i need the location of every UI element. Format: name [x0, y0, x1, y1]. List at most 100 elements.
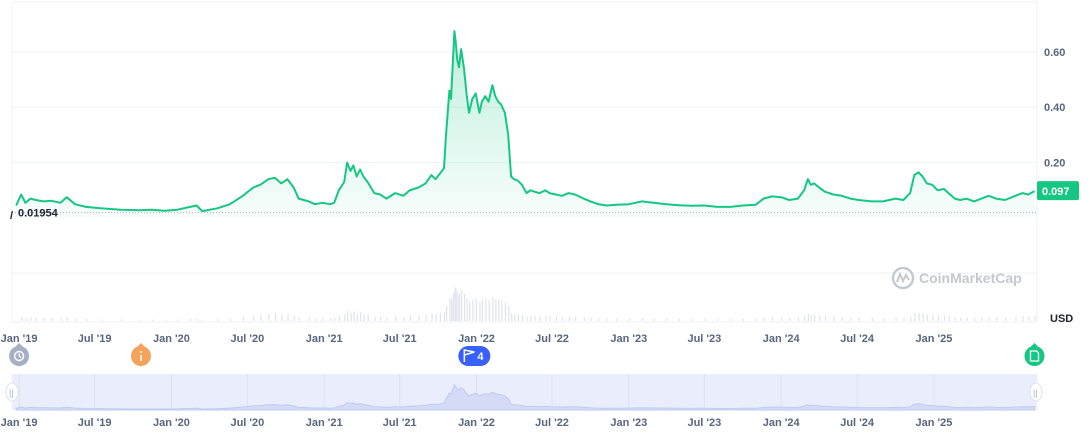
volume-bar [217, 319, 219, 321]
volume-bar [755, 318, 757, 321]
coinmarketcap-watermark: CoinMarketCap [891, 266, 1022, 290]
event-count: 4 [477, 351, 484, 363]
navigator-x-tick-label: Jul '21 [383, 417, 417, 429]
volume-bar [943, 315, 946, 321]
volume-bar [461, 290, 463, 321]
navigator-right-grip-icon: || [1033, 388, 1038, 398]
current-price-badge-bg [1037, 181, 1079, 201]
x-tick-labels: Jan '19 Jul '19 Jan '20 Jul '20 Jan '21 Jul '… [1, 333, 953, 345]
x-tick-label: Jan '19 [1, 333, 38, 345]
volume-bar [367, 314, 369, 321]
volume-bar [293, 315, 295, 321]
x-tick-label: Jan '20 [153, 333, 190, 345]
volume-bar [485, 299, 487, 321]
navigator-x-tick-label: Jan '23 [610, 417, 647, 429]
price-line[interactable] [15, 30, 1035, 213]
volume-bar [666, 318, 668, 321]
y-tick-label: 0.60 [1044, 47, 1065, 59]
volume-bar [717, 319, 719, 321]
x-tick-label: Jan '22 [458, 333, 495, 345]
volume-bar [521, 315, 524, 321]
volume-bar [492, 297, 494, 321]
x-tick-label: Jan '23 [610, 333, 647, 345]
volume-bar [954, 317, 956, 321]
navigator-right-handle[interactable]: || [1029, 382, 1043, 402]
volume-bar [100, 319, 102, 321]
x-tick-label: Jul '21 [383, 333, 417, 345]
navigator-left-handle-bg[interactable] [5, 382, 19, 402]
volume-bar [51, 317, 53, 321]
volume-bar [549, 316, 551, 321]
volume-bar [583, 317, 585, 321]
volume-bar [66, 317, 68, 321]
volume-bar [534, 316, 536, 321]
volume-bar [841, 317, 843, 321]
navigator-right-handle-bg[interactable] [1029, 382, 1043, 402]
volume-bar [479, 302, 481, 321]
event-marker-document[interactable] [1024, 343, 1045, 366]
volume-bar [937, 316, 939, 321]
event-badge-flags[interactable] [458, 346, 491, 366]
volume-bar [356, 313, 358, 321]
volume-bar [858, 317, 860, 321]
event-pointer [136, 343, 145, 347]
volume-bar [472, 299, 474, 321]
history-icon [13, 350, 25, 362]
volume-bar [164, 319, 166, 321]
volume-bar [1015, 317, 1017, 321]
volume-bar [353, 311, 355, 321]
volume-bar [334, 318, 336, 321]
volume-bar [443, 312, 446, 321]
x-tick-label: Jan '25 [915, 333, 952, 345]
volume-bar [771, 317, 774, 321]
volume-bar [960, 317, 962, 321]
volume-bar [781, 317, 783, 321]
navigator-x-tick-label: Jul '22 [535, 417, 569, 429]
event-marker-info[interactable] [130, 343, 151, 366]
event-marker-flags[interactable]: 4 [458, 346, 491, 366]
currency-label: USD [1050, 313, 1073, 325]
volume-bar [926, 314, 929, 321]
volume-bar [691, 318, 694, 321]
x-tick-label: Jul '19 [78, 333, 112, 345]
volume-bar [177, 319, 179, 321]
navigator-x-tick-label: Jul '19 [78, 417, 112, 429]
event-circle-document[interactable] [1024, 346, 1045, 366]
y-tick-labels: 0.20 0.40 0.60 [1044, 47, 1065, 170]
volume-bar [922, 313, 924, 321]
volume-bar [314, 318, 317, 321]
volume-bar [190, 319, 192, 321]
volume-bar [347, 311, 349, 321]
volume-bar [833, 316, 835, 321]
volume-bar [380, 316, 382, 321]
volume-bar [268, 314, 270, 321]
volume-bar [495, 299, 497, 321]
volume-bar [253, 315, 255, 321]
x-tick-label: Jan '24 [763, 333, 801, 345]
volume-bar [763, 317, 765, 321]
x-tick-label: Jul '20 [230, 333, 264, 345]
navigator-x-tick-label: Jul '20 [230, 417, 264, 429]
volume-bar [458, 293, 461, 321]
volume-bar [819, 315, 821, 321]
volume-bar [374, 316, 376, 321]
navigator-x-tick-label: Jan '24 [763, 417, 801, 429]
volume-bar [910, 316, 912, 321]
volume-bar [981, 317, 983, 321]
navigator-area [15, 384, 1035, 411]
volume-bar [678, 318, 681, 321]
volume-bar [449, 298, 451, 321]
navigator-left-handle[interactable]: || [5, 382, 19, 402]
volume-bar [1022, 316, 1024, 321]
volume-bar [418, 315, 420, 321]
event-marker-history[interactable] [9, 343, 30, 366]
volume-bar [452, 293, 454, 321]
navigator-track[interactable] [12, 374, 1037, 410]
volume-bar [517, 314, 520, 321]
volume-bar [498, 300, 500, 321]
volume-bar [653, 318, 655, 321]
volume-bar [526, 316, 528, 321]
history-icon-hands [18, 353, 22, 358]
volume-bar [75, 318, 77, 321]
